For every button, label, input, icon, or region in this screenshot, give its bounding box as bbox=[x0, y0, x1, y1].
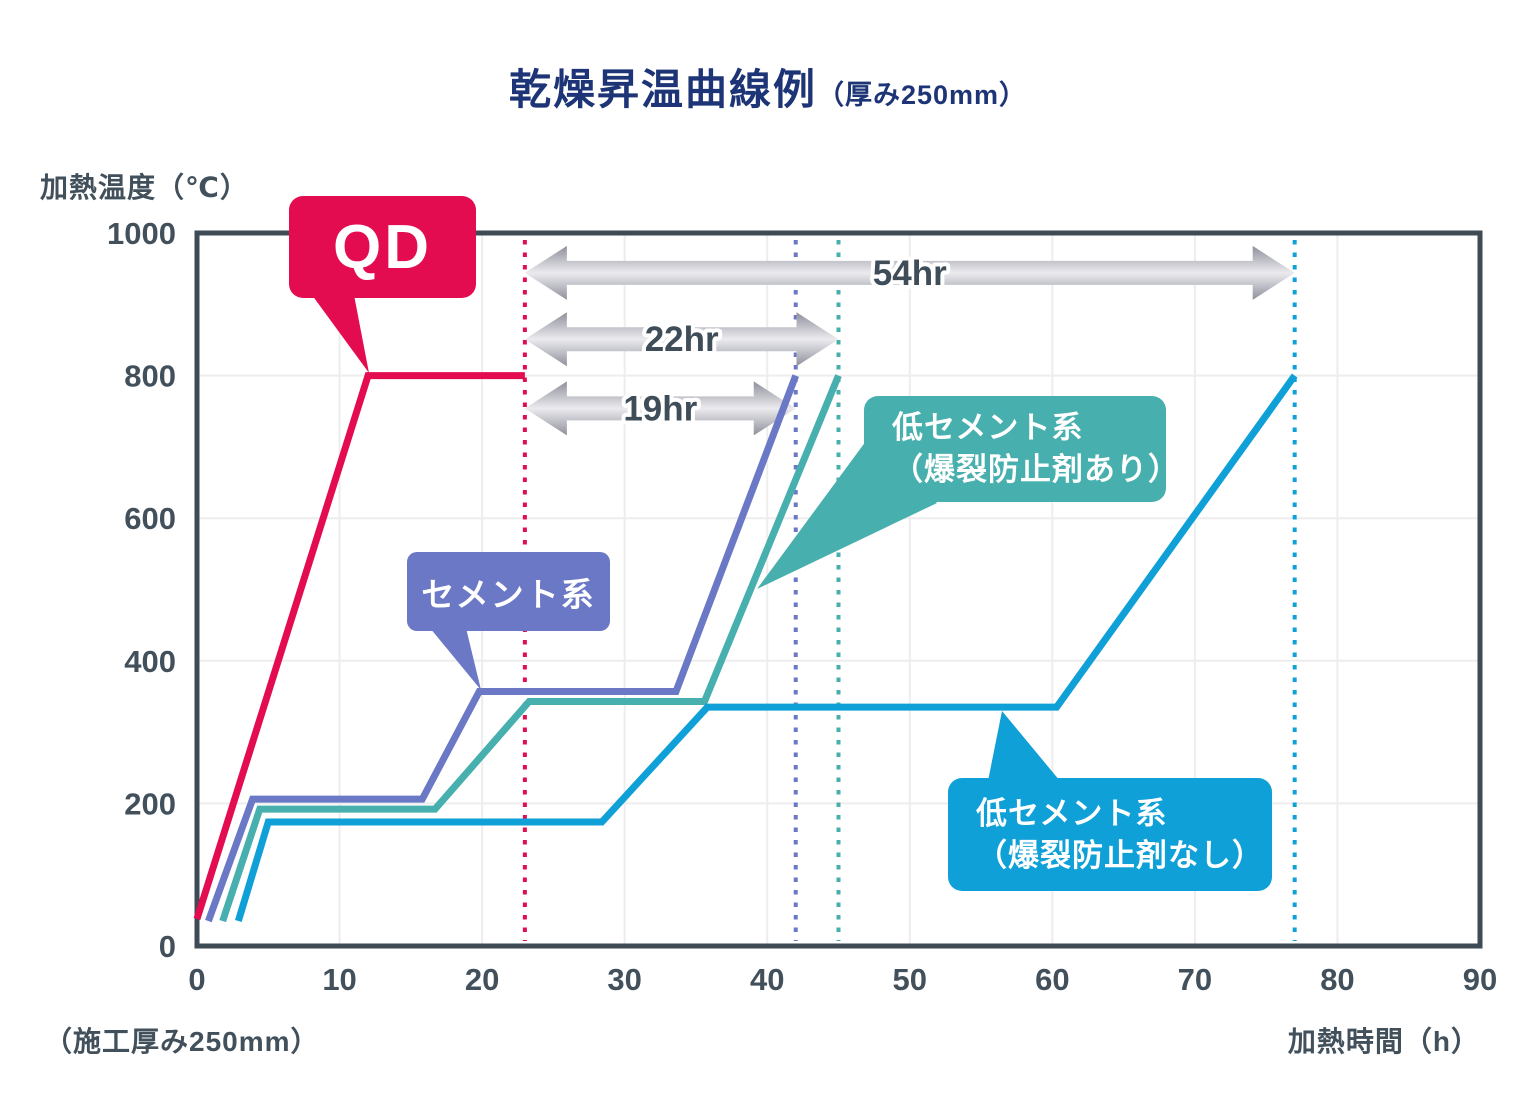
curve-1-cement bbox=[205, 374, 800, 923]
y-tick-labels: 0 200 400 600 800 1000 bbox=[107, 216, 176, 964]
callout-cement-label: セメント系 bbox=[421, 575, 596, 613]
duration-arrow-label-22hr: 22hr bbox=[645, 320, 719, 359]
callout-low-cement-without-agent: 低セメント系 （爆裂防止剤なし） bbox=[948, 778, 1272, 891]
curve-3-low-cement-without bbox=[234, 373, 1298, 923]
callout-low-cement-with-agent-line1: 低セメント系 bbox=[892, 410, 1084, 445]
x-tick-labels: 0 10 20 30 40 50 60 70 80 90 bbox=[188, 962, 1497, 997]
duration-arrow-22hr bbox=[524, 312, 839, 367]
gridlines bbox=[197, 233, 1480, 946]
plot-frame bbox=[194, 230, 1483, 949]
callout-qd-tail bbox=[312, 295, 369, 373]
callout-low-cement-without-agent-line2: （爆裂防止剤なし） bbox=[976, 837, 1264, 873]
callout-cement-tail bbox=[430, 628, 481, 690]
y-tick-0: 0 bbox=[159, 929, 176, 964]
x-tick-70: 70 bbox=[1178, 962, 1212, 997]
callout-low-cement-without-agent-tail bbox=[988, 711, 1060, 781]
y-tick-600: 600 bbox=[124, 501, 176, 536]
x-tick-60: 60 bbox=[1035, 962, 1069, 997]
x-tick-90: 90 bbox=[1463, 962, 1497, 997]
duration-arrow-19hr bbox=[524, 381, 796, 436]
page-title: 乾燥昇温曲線例 （厚み250mm） bbox=[0, 56, 1536, 117]
callout-qd-label: QD bbox=[333, 212, 432, 282]
x-tick-10: 10 bbox=[322, 962, 356, 997]
duration-arrow-54hr bbox=[524, 245, 1295, 300]
callout-low-cement-without-agent-line1: 低セメント系 bbox=[976, 795, 1168, 831]
callout-low-cement-with-agent-line2: （爆裂防止剤あり） bbox=[892, 452, 1180, 487]
y-axis-label: 加熱温度（℃） bbox=[40, 172, 249, 203]
thickness-footnote: （施工厚み250mm） bbox=[44, 1026, 320, 1057]
y-tick-1000: 1000 bbox=[107, 216, 176, 251]
y-tick-200: 200 bbox=[124, 786, 176, 821]
x-tick-80: 80 bbox=[1320, 962, 1354, 997]
y-tick-800: 800 bbox=[124, 359, 176, 394]
duration-arrow-label-19hr: 19hr bbox=[623, 389, 697, 428]
chart-title-text: 乾燥昇温曲線例 bbox=[508, 66, 817, 113]
y-tick-400: 400 bbox=[124, 644, 176, 679]
duration-arrow-label-54hr: 54hr bbox=[873, 254, 947, 293]
chart-title-suffix: （厚み250mm） bbox=[816, 80, 1028, 110]
x-tick-20: 20 bbox=[465, 962, 499, 997]
x-tick-0: 0 bbox=[188, 962, 205, 997]
x-axis-label: 加熱時間（h） bbox=[1287, 1026, 1480, 1057]
curve-0-qd bbox=[193, 372, 525, 920]
callout-qd: QD bbox=[289, 196, 476, 298]
x-tick-40: 40 bbox=[750, 962, 784, 997]
curve-2-low-cement-with bbox=[219, 374, 842, 923]
callout-cement: セメント系 bbox=[407, 552, 610, 631]
callout-low-cement-with-agent: 低セメント系 （爆裂防止剤あり） bbox=[864, 396, 1180, 502]
x-tick-30: 30 bbox=[607, 962, 641, 997]
x-tick-50: 50 bbox=[893, 962, 927, 997]
